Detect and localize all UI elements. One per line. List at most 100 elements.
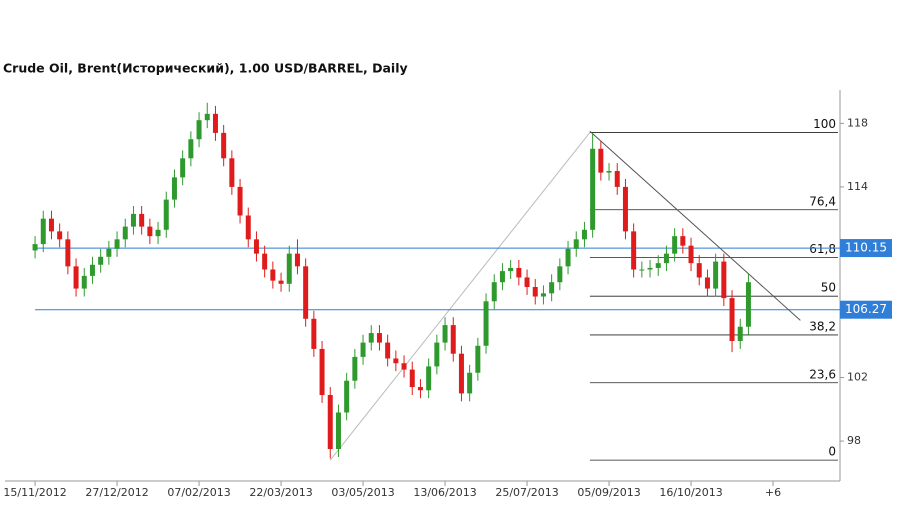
candle-body	[442, 325, 448, 343]
x-tick-label: 07/02/2013	[167, 486, 230, 499]
candle-body	[475, 345, 481, 373]
candle-body	[680, 236, 686, 246]
candle-body	[409, 369, 415, 388]
trend-line	[589, 130, 801, 321]
candle-body	[57, 231, 63, 240]
candle-body	[458, 353, 464, 394]
price-tag	[840, 300, 892, 319]
candle-body	[196, 120, 202, 140]
candle-body	[557, 266, 563, 283]
candle-body	[639, 269, 645, 271]
x-tick-label: 05/09/2013	[577, 486, 640, 499]
candle-body	[147, 226, 153, 237]
candle-body	[737, 326, 743, 341]
x-tick-label: 03/05/2013	[331, 486, 394, 499]
candle-body	[672, 236, 678, 254]
candle-body	[385, 342, 391, 359]
chart-title: Crude Oil, Brent(Исторический), 1.00 USD…	[3, 61, 408, 76]
candle-body	[376, 333, 382, 343]
fib-label: 23,6	[809, 367, 836, 381]
candle-body	[98, 256, 104, 265]
candle-body	[426, 366, 432, 391]
candle-body	[89, 264, 95, 276]
fib-label: 0	[828, 445, 836, 459]
candle-body	[581, 229, 587, 240]
candle-body	[368, 333, 374, 343]
candle-body	[393, 358, 399, 364]
candle-body	[467, 372, 473, 394]
candle-body	[590, 148, 596, 230]
candle-body	[360, 342, 366, 357]
candle-body	[212, 113, 218, 133]
fib-label: 50	[821, 281, 836, 295]
candle-body	[631, 231, 637, 270]
candle-body	[532, 286, 538, 297]
candle-body	[180, 158, 186, 178]
candle-body	[696, 263, 702, 278]
candle-body	[327, 395, 333, 450]
candle-body	[286, 253, 292, 284]
price-label: 110.15	[845, 241, 887, 255]
candle-body	[48, 218, 54, 232]
candle-body	[622, 186, 628, 232]
candle-body	[114, 239, 120, 249]
fib-label: 100	[813, 117, 836, 131]
candle-body	[606, 171, 612, 173]
candle-body	[139, 213, 145, 227]
candle-body	[130, 213, 136, 227]
candle-body	[221, 132, 227, 159]
fib-label: 61,8	[809, 242, 836, 256]
candle-body	[647, 267, 653, 270]
x-tick-label: 22/03/2013	[249, 486, 312, 499]
candle-body	[508, 267, 514, 272]
candle-body	[713, 261, 719, 289]
candle-body	[303, 266, 309, 319]
candle-body	[262, 253, 268, 270]
x-tick-label: 25/07/2013	[495, 486, 558, 499]
y-tick-label: 114	[847, 180, 868, 193]
candle-body	[40, 218, 46, 245]
candle-body	[614, 171, 620, 187]
candle-body	[270, 269, 276, 281]
price-tag	[840, 239, 892, 258]
y-tick-label: 98	[847, 434, 861, 447]
candle-body	[417, 387, 423, 391]
candle-body	[598, 148, 604, 173]
candle-body	[204, 113, 210, 121]
price-label: 106.27	[845, 302, 887, 316]
candle-body	[704, 277, 710, 289]
candle-body	[729, 298, 735, 341]
candle-body	[245, 215, 251, 240]
candle-body	[73, 266, 79, 289]
candle-body	[524, 277, 530, 287]
candle-body	[335, 412, 341, 450]
candle-body	[81, 275, 87, 289]
candle-body	[122, 226, 128, 240]
candle-body	[155, 229, 161, 237]
candle-body	[491, 282, 497, 302]
candle-body	[655, 263, 661, 268]
fib-label: 76,4	[809, 194, 836, 208]
candle-body	[294, 253, 300, 267]
candle-body	[663, 253, 669, 264]
candle-body	[344, 380, 350, 413]
fib-diagonal	[329, 132, 591, 461]
candle-body	[434, 342, 440, 367]
candle-body	[163, 199, 169, 230]
candle-body	[721, 261, 727, 299]
x-tick-label: 16/10/2013	[659, 486, 722, 499]
candle-body	[171, 177, 177, 200]
candle-body	[278, 280, 284, 284]
candle-body	[549, 282, 555, 294]
candle-body	[745, 282, 751, 327]
x-tick-label: 15/11/2012	[3, 486, 66, 499]
fib-label: 38,2	[809, 319, 836, 333]
candle-body	[253, 239, 259, 254]
x-tick-label: 27/12/2012	[85, 486, 148, 499]
candle-body	[32, 244, 38, 251]
x-tick-label: +6	[765, 486, 781, 499]
candle-body	[450, 325, 456, 354]
y-tick-label: 102	[847, 371, 868, 384]
candle-body	[573, 239, 579, 249]
